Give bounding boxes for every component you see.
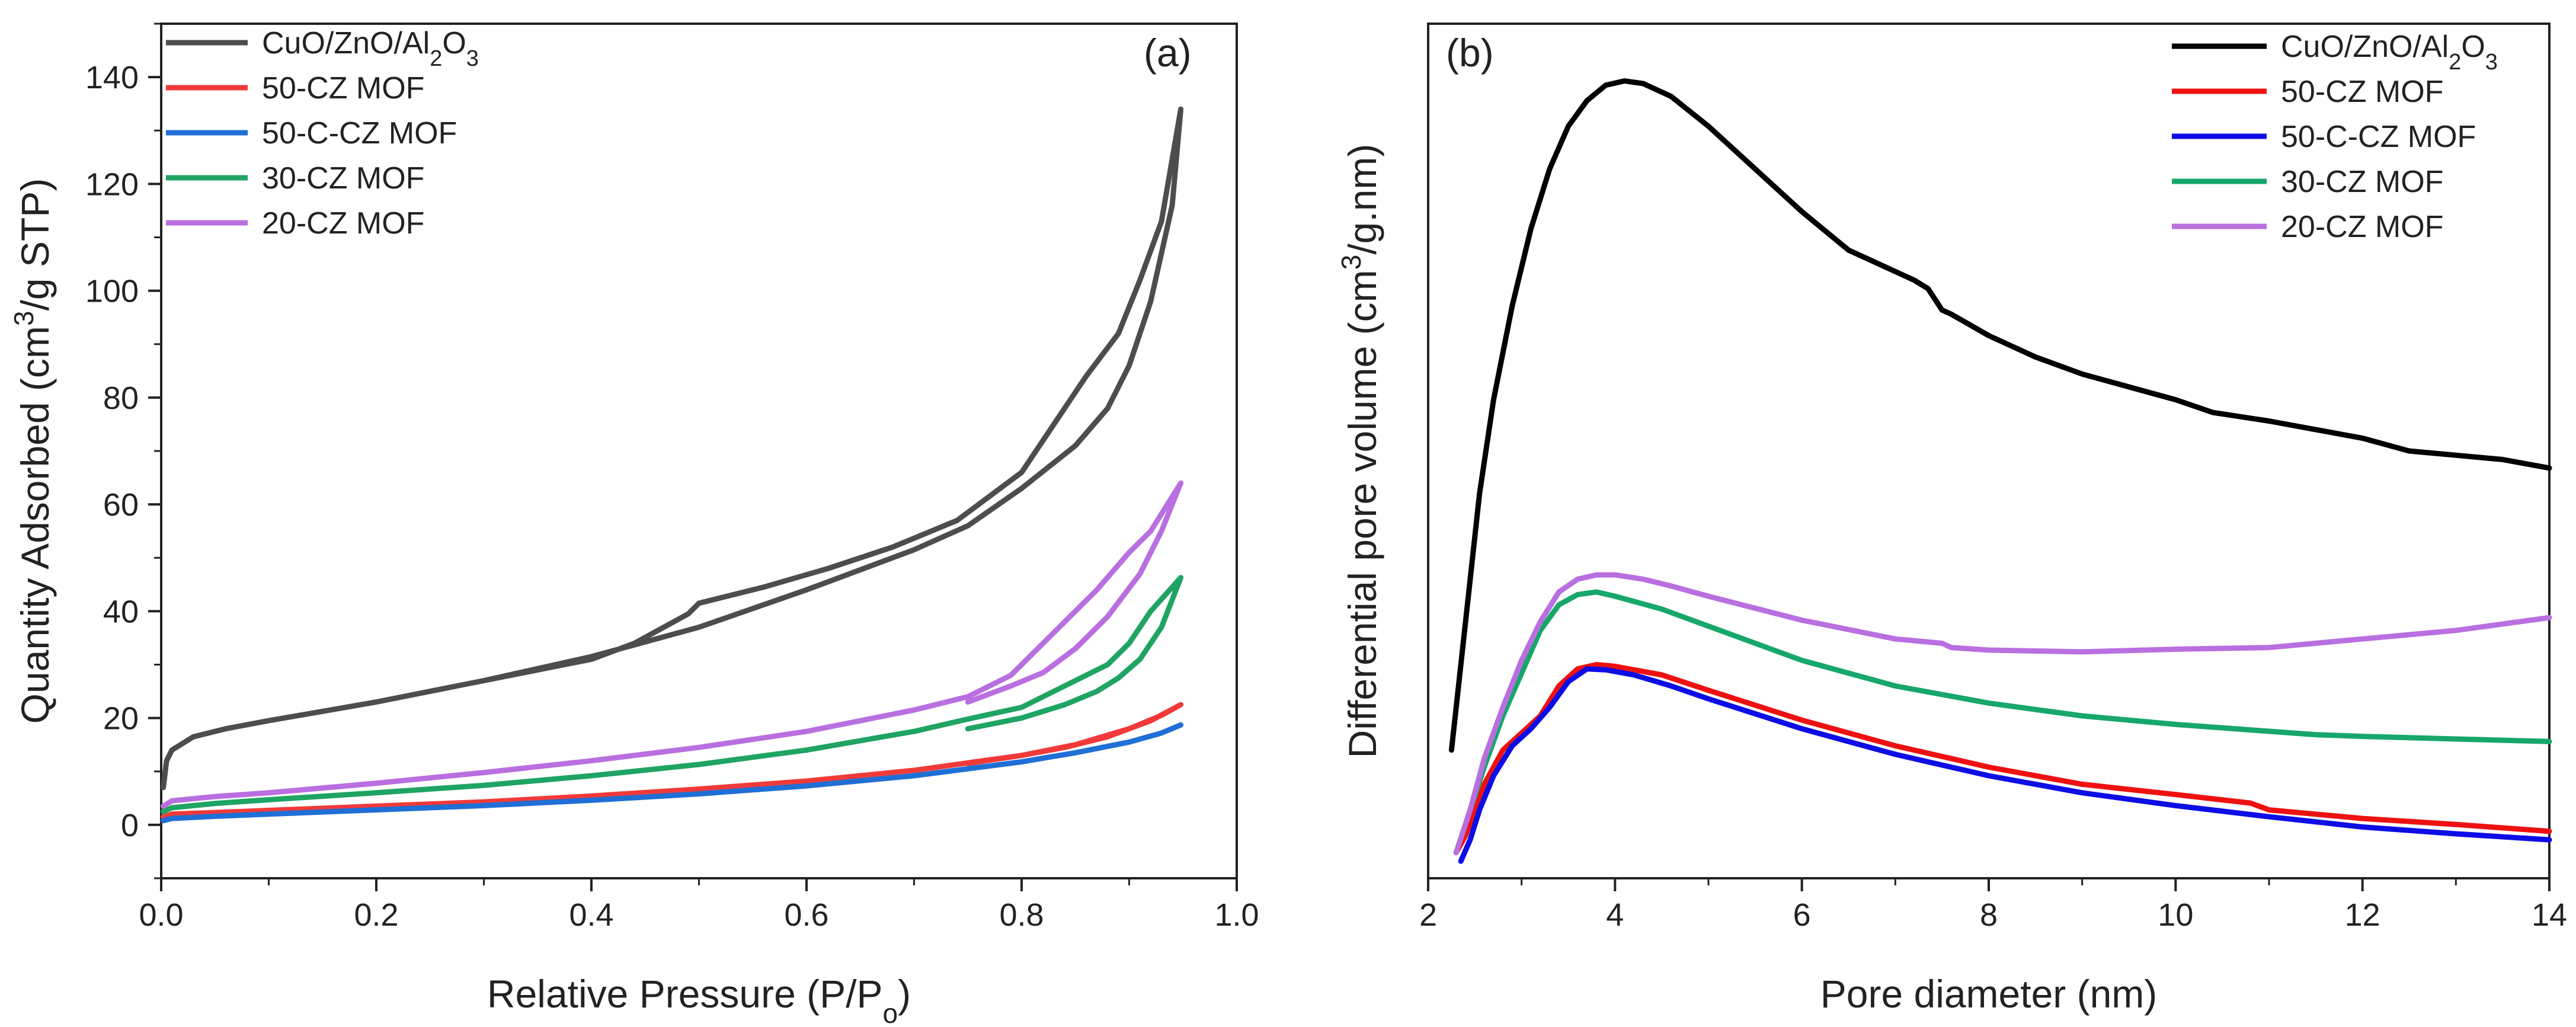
x-axis-title-sub: o: [883, 998, 898, 1027]
series-line-50-c-cz-mof: [161, 722, 1184, 824]
legend-text-part: 50-CZ MOF: [262, 71, 424, 105]
x-axis-title: Pore diameter (nm): [1820, 972, 2158, 1016]
x-tick-label: 0.8: [999, 897, 1044, 933]
y-tick-label: 40: [103, 594, 139, 629]
series-line-20-cz-mof: [1453, 572, 2552, 856]
x-tick-label: 14: [2532, 897, 2567, 933]
legend-text-part: CuO/ZnO/Al: [2281, 30, 2449, 64]
legend-text-part: 20-CZ MOF: [262, 206, 424, 241]
series-line-20-cz-mof: [161, 480, 1184, 809]
y-axis-title-text: Differential pore volume (cm: [1340, 270, 1384, 758]
legend-entry: 30-CZ MOF: [2281, 165, 2443, 199]
series-line-50-c-cz-mof: [1458, 666, 2552, 864]
legend-entry: 50-C-CZ MOF: [262, 116, 457, 151]
legend-text-part: O: [2461, 30, 2485, 64]
series-line-30-cz-mof: [161, 575, 1184, 814]
y-tick-label: 140: [85, 60, 139, 95]
x-tick-label: 8: [1980, 897, 1998, 933]
panel-a-isotherm-chart: 0.0 0.2 0.4 0.6 0.8 1.0 0 20 40 60 80 100 120 140 Rela…: [8, 23, 1259, 1027]
legend-text-part: CuO/ZnO/Al: [262, 26, 430, 60]
legend-text-part: 20-CZ MOF: [2281, 210, 2443, 244]
x-tick-label: 6: [1793, 897, 1811, 933]
y-axis-title-sup: 3: [8, 311, 39, 326]
series-line-50-cz-mof: [161, 702, 1184, 820]
x-tick-label: 0.2: [354, 897, 398, 933]
y-tick-label: 60: [103, 487, 139, 523]
x-tick-label: 0.0: [139, 897, 183, 933]
legend-subscript: 2: [430, 46, 442, 71]
x-tick-label: 4: [1606, 897, 1624, 933]
x-axis-title-text: Pore diameter (nm): [1820, 972, 2158, 1016]
legend-entry: CuO/ZnO/Al2O3: [2281, 30, 2498, 75]
legend-entry: 20-CZ MOF: [2281, 210, 2443, 244]
legend-subscript: 2: [2449, 50, 2461, 75]
legend-entry: 50-CZ MOF: [262, 71, 424, 105]
y-axis-title: Quantity Adsorbed (cm3/g STP): [8, 178, 57, 724]
series-line-cuo-zno-al2o3: [161, 106, 1184, 791]
x-tick-label: 0.6: [784, 897, 828, 933]
x-tick-label: 2: [1419, 897, 1437, 933]
legend-text-part: O: [442, 26, 466, 60]
legend-entry: CuO/ZnO/Al2O3: [262, 26, 479, 71]
legend-text-part: 50-CZ MOF: [2281, 75, 2443, 109]
y-axis-title-text: Quantity Adsorbed (cm: [13, 326, 57, 724]
x-axis-title-end: ): [898, 972, 911, 1016]
legend-subscript: 3: [2485, 50, 2498, 75]
y-tick-label: 20: [103, 701, 139, 737]
series-line-50-cz-mof: [1453, 662, 2552, 856]
x-tick-label: 10: [2158, 897, 2193, 933]
legend-text-part: 30-CZ MOF: [262, 161, 424, 196]
y-axis-title-sup: 3: [1336, 255, 1367, 270]
legend-text-part: 50-C-CZ MOF: [2281, 120, 2476, 154]
x-tick-label: 0.4: [569, 897, 613, 933]
legend-entry: 30-CZ MOF: [262, 161, 424, 196]
legend-entry: 20-CZ MOF: [262, 206, 424, 241]
legend-text-part: 50-C-CZ MOF: [262, 116, 457, 151]
series-line-cuo-zno-al2o3: [1448, 78, 2552, 753]
x-axis-title: Relative Pressure (P/Po): [487, 972, 911, 1027]
y-axis-title-end: /g.nm): [1340, 144, 1384, 255]
legend-text-part: 30-CZ MOF: [2281, 165, 2443, 199]
y-tick-label: 100: [85, 274, 139, 309]
panel-b-pore-size-chart: 2 4 6 8 10 12 14 Pore diameter (nm) Differential…: [1336, 23, 2567, 1016]
series-line-30-cz-mof: [1453, 589, 2552, 856]
x-tick-label: 1.0: [1214, 897, 1259, 933]
legend-entry: 50-CZ MOF: [2281, 75, 2443, 109]
y-axis-title: Differential pore volume (cm3/g.nm): [1336, 144, 1384, 759]
y-tick-label: 120: [85, 167, 139, 202]
y-tick-label: 0: [121, 808, 139, 843]
legend-subscript: 3: [466, 46, 479, 71]
panel-label: (a): [1144, 31, 1192, 75]
x-tick-label: 12: [2345, 897, 2380, 933]
y-axis-title-end: /g STP): [13, 178, 57, 311]
legend-entry: 50-C-CZ MOF: [2281, 120, 2476, 154]
x-axis-title-text: Relative Pressure (P/P: [487, 972, 883, 1016]
y-tick-label: 80: [103, 380, 139, 416]
panel-label: (b): [1446, 31, 1494, 75]
